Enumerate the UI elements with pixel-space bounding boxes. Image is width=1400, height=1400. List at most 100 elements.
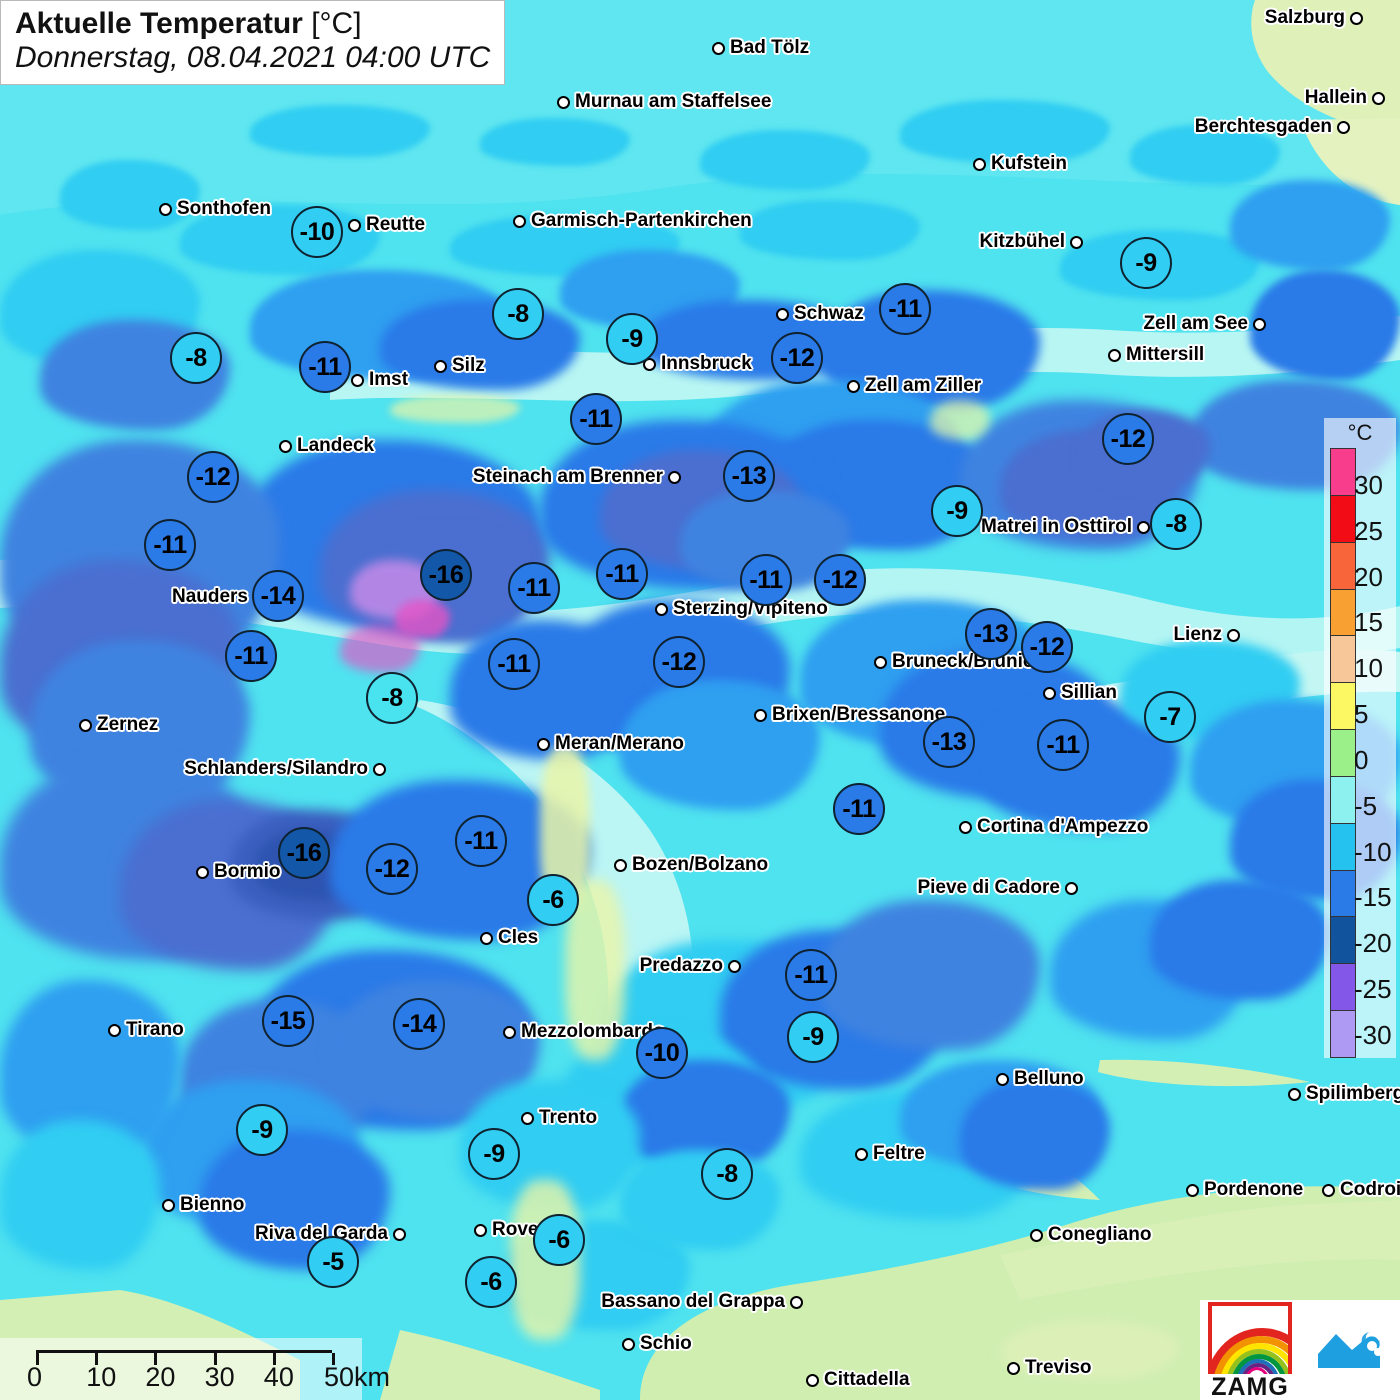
station-temperature-bubble[interactable]: -10	[291, 206, 343, 258]
city-dot-icon	[557, 95, 570, 109]
station-temperature-bubble[interactable]: -11	[1037, 719, 1089, 771]
city-marker: Cittadella	[806, 1369, 910, 1391]
city-marker: Bormio	[196, 861, 281, 883]
city-label: Cles	[498, 927, 539, 948]
city-marker: Predazzo	[640, 955, 741, 977]
city-label: Schwaz	[794, 303, 864, 324]
station-temperature-bubble[interactable]: -11	[833, 783, 885, 835]
station-temperature-bubble[interactable]: -12	[187, 451, 239, 503]
city-dot-icon	[162, 1198, 175, 1212]
city-dot-icon	[622, 1337, 635, 1351]
station-temperature-bubble[interactable]: -11	[299, 341, 351, 393]
city-dot-icon	[1007, 1361, 1020, 1375]
legend-label-30: 30	[1354, 469, 1383, 500]
station-temperature-bubble[interactable]: -10	[636, 1027, 688, 1079]
station-temperature-bubble[interactable]: -7	[1144, 691, 1196, 743]
station-temperature-bubble[interactable]: -8	[1150, 498, 1202, 550]
zamg-logo[interactable]: ZAMG	[1200, 1300, 1300, 1400]
station-temperature-bubble[interactable]: -12	[653, 636, 705, 688]
city-dot-icon	[1288, 1087, 1301, 1101]
station-temperature-bubble[interactable]: -11	[225, 630, 277, 682]
city-label: Feltre	[873, 1143, 925, 1164]
station-temperature-bubble[interactable]: -11	[596, 548, 648, 600]
city-dot-icon	[434, 359, 447, 373]
city-label: Zernez	[97, 714, 159, 735]
city-label: Codroipo	[1340, 1179, 1400, 1200]
station-temperature-bubble[interactable]: -8	[701, 1148, 753, 1200]
city-label: Spilimbergo	[1306, 1083, 1400, 1104]
station-temperature-bubble[interactable]: -13	[965, 608, 1017, 660]
legend-band-0	[1330, 729, 1356, 776]
city-marker: Innsbruck	[643, 353, 752, 375]
station-temperature-bubble[interactable]: -8	[492, 288, 544, 340]
city-label: Bassano del Grappa	[601, 1291, 785, 1312]
city-label: Kufstein	[991, 153, 1067, 174]
legend-label-minus30: -30	[1354, 1019, 1392, 1050]
station-temperature-bubble[interactable]: -16	[420, 549, 472, 601]
city-dot-icon	[1227, 628, 1240, 642]
city-dot-icon	[973, 157, 986, 171]
mountain-cloud-icon	[1318, 1331, 1382, 1368]
station-temperature-bubble[interactable]: -12	[814, 554, 866, 606]
city-marker: Murnau am Staffelsee	[557, 91, 771, 113]
scale-label: 10	[86, 1362, 117, 1392]
station-temperature-bubble[interactable]: -6	[527, 874, 579, 926]
station-temperature-bubble[interactable]: -15	[262, 995, 314, 1047]
city-marker: Spilimbergo	[1288, 1083, 1400, 1105]
city-label: Hallein	[1304, 87, 1367, 108]
station-temperature-bubble[interactable]: -11	[144, 519, 196, 571]
station-temperature-bubble[interactable]: -11	[570, 393, 622, 445]
city-dot-icon	[108, 1023, 121, 1037]
city-marker: Kitzbühel	[979, 231, 1083, 253]
city-dot-icon	[1322, 1183, 1335, 1197]
city-dot-icon	[668, 470, 681, 484]
city-label: Predazzo	[639, 955, 723, 976]
station-temperature-bubble[interactable]: -5	[307, 1236, 359, 1288]
city-label: Murnau am Staffelsee	[575, 91, 772, 112]
station-temperature-bubble[interactable]: -9	[606, 313, 658, 365]
station-temperature-bubble[interactable]: -11	[740, 554, 792, 606]
station-temperature-bubble[interactable]: -9	[931, 485, 983, 537]
station-temperature-bubble[interactable]: -8	[170, 332, 222, 384]
station-temperature-bubble[interactable]: -11	[455, 815, 507, 867]
station-temperature-bubble[interactable]: -12	[366, 843, 418, 895]
city-marker: Bozen/Bolzano	[614, 854, 768, 876]
city-marker: Salzburg	[1265, 7, 1363, 29]
station-temperature-bubble[interactable]: -11	[785, 949, 837, 1001]
city-label: Kitzbühel	[979, 231, 1066, 252]
station-temperature-bubble[interactable]: -12	[1021, 621, 1073, 673]
city-label: Cortina d'Ampezzo	[977, 816, 1149, 837]
station-temperature-bubble[interactable]: -9	[236, 1104, 288, 1156]
station-temperature-bubble[interactable]: -12	[771, 332, 823, 384]
station-temperature-bubble[interactable]: -9	[468, 1128, 520, 1180]
title-datetime: Donnerstag, 08.04.2021 04:00 UTC	[15, 40, 491, 74]
station-temperature-bubble[interactable]: -13	[923, 716, 975, 768]
city-marker: Zell am Ziller	[847, 375, 981, 397]
station-temperature-bubble[interactable]: -16	[278, 827, 330, 879]
city-dot-icon	[1350, 11, 1363, 25]
city-marker: Silz	[434, 355, 485, 377]
city-label: Bozen/Bolzano	[632, 854, 769, 875]
city-marker: Brixen/Bressanone	[754, 704, 945, 726]
city-marker: Bruneck/Brunico	[874, 651, 1045, 673]
station-temperature-bubble[interactable]: -8	[366, 672, 418, 724]
station-temperature-bubble[interactable]: -13	[723, 450, 775, 502]
city-label: Pieve di Cadore	[917, 877, 1060, 898]
station-temperature-bubble[interactable]: -14	[393, 998, 445, 1050]
station-temperature-bubble[interactable]: -14	[252, 570, 304, 622]
station-temperature-bubble[interactable]: -9	[1120, 237, 1172, 289]
station-temperature-bubble[interactable]: -9	[787, 1011, 839, 1063]
city-marker: Sonthofen	[159, 198, 271, 220]
city-dot-icon	[1065, 881, 1078, 895]
geosphere-logo[interactable]	[1300, 1300, 1400, 1400]
city-dot-icon	[513, 214, 526, 228]
station-temperature-bubble[interactable]: -11	[508, 562, 560, 614]
station-temperature-bubble[interactable]: -11	[488, 638, 540, 690]
station-temperature-bubble[interactable]: -11	[879, 283, 931, 335]
station-temperature-bubble[interactable]: -6	[465, 1256, 517, 1308]
city-marker: Belluno	[996, 1068, 1084, 1090]
city-marker: Hallein	[1305, 87, 1385, 109]
station-temperature-bubble[interactable]: -6	[533, 1214, 585, 1266]
station-temperature-bubble[interactable]: -12	[1102, 413, 1154, 465]
city-label: Nauders	[171, 586, 248, 607]
